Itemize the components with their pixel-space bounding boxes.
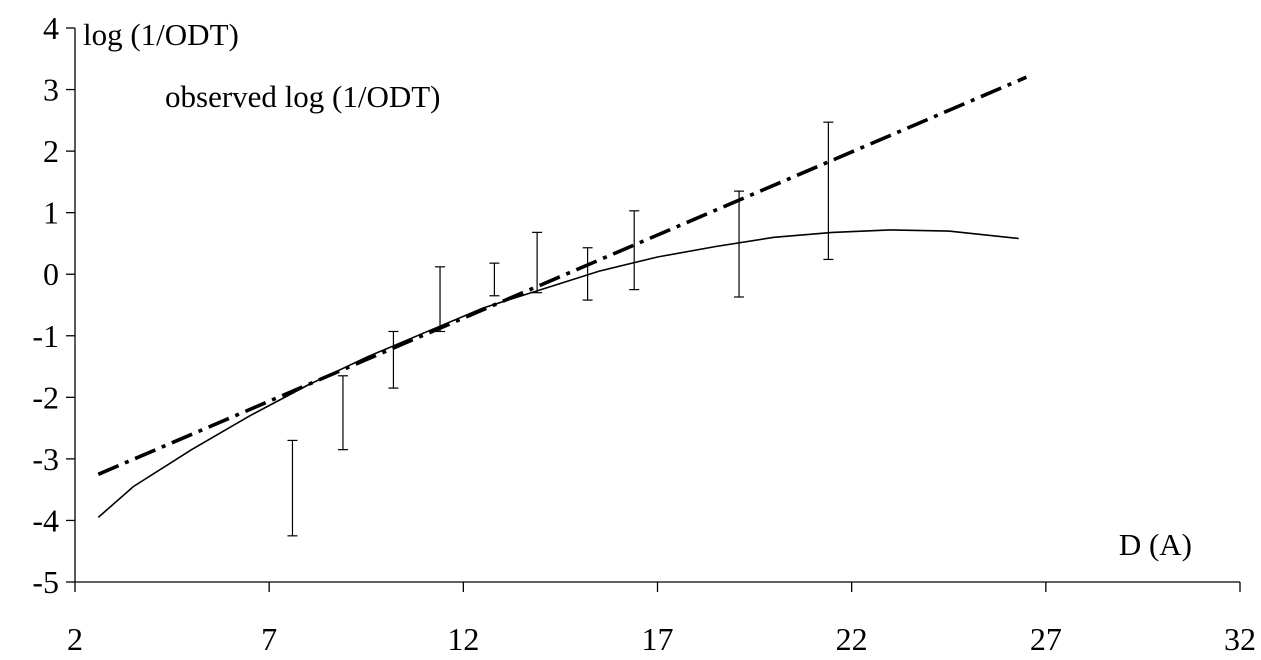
- y-tick-label: -5: [32, 564, 59, 600]
- x-ticks: 2 7 12 17 22 27 32: [67, 582, 1256, 657]
- chart-annotation: observed log (1/ODT): [165, 79, 441, 114]
- error-bar: [734, 190, 745, 298]
- y-tick-label: 2: [43, 133, 59, 169]
- x-tick-label: 22: [836, 621, 868, 657]
- error-bar: [435, 266, 446, 333]
- x-tick-label: 12: [447, 621, 479, 657]
- y-tick-label: 1: [43, 195, 59, 231]
- x-tick-label: 17: [642, 621, 674, 657]
- error-bar: [337, 375, 348, 451]
- error-bar: [582, 247, 593, 301]
- x-axis-label: D (A): [1119, 527, 1192, 562]
- error-bar: [629, 210, 640, 291]
- linear-fit-line: [97, 75, 1028, 476]
- y-tick-label: 4: [43, 10, 59, 46]
- y-tick-label: -3: [32, 441, 59, 477]
- y-tick-label: -1: [32, 318, 59, 354]
- error-bar: [489, 262, 500, 297]
- x-tick-label: 2: [67, 621, 83, 657]
- y-tick-label: 0: [43, 256, 59, 292]
- error-bar: [287, 439, 298, 537]
- error-bars: [287, 121, 834, 537]
- y-tick-label: -4: [32, 502, 59, 538]
- quadratic-fit-line: [97, 229, 1019, 519]
- y-tick-label: -2: [32, 379, 59, 415]
- x-tick-label: 7: [261, 621, 277, 657]
- x-tick-label: 27: [1030, 621, 1062, 657]
- y-axis-label: log (1/ODT): [83, 17, 239, 52]
- error-bar: [823, 121, 834, 261]
- error-bar: [388, 330, 399, 389]
- x-tick-label: 32: [1224, 621, 1256, 657]
- error-bar: [532, 231, 543, 294]
- series-layer: [97, 75, 1028, 519]
- y-tick-label: 3: [43, 72, 59, 108]
- y-ticks: 4 3 2 1 0 -1 -2 -3 -4 -5: [32, 10, 75, 600]
